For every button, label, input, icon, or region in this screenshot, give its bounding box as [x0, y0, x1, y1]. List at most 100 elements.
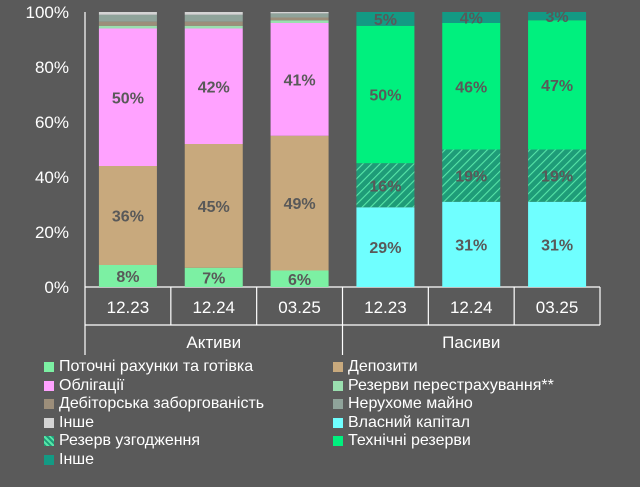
bar-segment: [528, 12, 587, 21]
legend-label: Поточні рахунки та готівка: [59, 358, 254, 375]
data-label: 29%: [369, 240, 401, 257]
data-label: 5%: [374, 12, 397, 29]
legend-label: Депозити: [348, 358, 418, 375]
y-tick-label: 100%: [26, 3, 69, 22]
bar-segment: [184, 21, 243, 26]
bar-segment: [184, 25, 243, 29]
legend-label: Власний капітал: [348, 413, 470, 431]
bar-segment: [98, 25, 157, 29]
legend-label: Інше: [59, 450, 95, 468]
legend-swatch: [333, 362, 343, 372]
bar-segment: [270, 13, 329, 18]
y-tick-label: 80%: [35, 58, 69, 77]
bar-segment: [356, 12, 415, 26]
data-label: 41%: [284, 72, 316, 89]
legend-swatch: [44, 454, 54, 465]
legend-label: Резерв узгодження: [59, 432, 201, 449]
data-label: 31%: [541, 237, 573, 254]
data-label: 6%: [288, 272, 311, 289]
y-tick-label: 20%: [35, 223, 69, 242]
y-tick-label: 0%: [44, 278, 69, 297]
bar-segment: [184, 267, 243, 287]
bar-segment: [442, 149, 501, 202]
x-group-label: Пасиви: [442, 333, 500, 352]
data-label: 16%: [369, 178, 401, 195]
bar-segment: [270, 20, 329, 23]
legend-item: Резерв узгодження: [44, 432, 200, 450]
data-label: 7%: [202, 270, 225, 287]
bar-segment: [184, 14, 243, 22]
data-label: 46%: [455, 79, 487, 96]
y-tick-label: 60%: [35, 113, 69, 132]
legend-item: Нерухоме майно: [333, 395, 473, 413]
data-label: 47%: [541, 78, 573, 95]
bar-segment: [270, 17, 329, 21]
axes: 0% 20% 40% 60% 80% 100% 12.23 12.24 03.25 Активи 1…: [26, 3, 601, 355]
bar-segment: [356, 207, 415, 287]
data-label: 42%: [198, 79, 230, 96]
legend-label: Інше: [59, 413, 95, 431]
bar-segment: [528, 20, 587, 150]
data-label: 36%: [112, 209, 144, 226]
legend-item: Поточні рахунки та готівка: [44, 358, 253, 376]
data-label: 50%: [112, 90, 144, 107]
legend-item: Резерви перестрахування**: [333, 377, 554, 395]
x-category-label: 12.24: [192, 298, 235, 317]
bar-segment: [442, 23, 501, 150]
bar-segment: [98, 265, 157, 287]
legend-label: Нерухоме майно: [348, 395, 473, 412]
x-category-label: 12.23: [107, 298, 150, 317]
x-category-label: 03.25: [536, 298, 579, 317]
bar-segment: [184, 144, 243, 268]
legend-item: Власний капітал: [333, 414, 470, 432]
bar-segment: [356, 25, 415, 164]
bar-segment: [270, 12, 329, 14]
bar-segment: [528, 149, 587, 202]
data-label: 4%: [460, 11, 483, 28]
legend-item: Інше: [44, 414, 94, 432]
legend-swatch: [44, 417, 54, 428]
legend-swatch: [44, 380, 54, 391]
bar-segment: [184, 12, 243, 15]
legend-swatch: [333, 399, 343, 409]
bar-segment: [270, 23, 329, 136]
legend-swatch: [44, 436, 54, 446]
bar-segment: [270, 270, 329, 287]
data-label: 31%: [455, 237, 487, 254]
x-group-label: Активи: [186, 333, 241, 352]
legend-swatch: [44, 362, 54, 372]
data-label: 45%: [198, 199, 230, 216]
bars: [98, 12, 587, 287]
legend-label: Облігації: [59, 376, 125, 394]
bar-segment: [98, 14, 157, 22]
bar-segment: [98, 21, 157, 26]
legend-label: Технічні резерви: [348, 432, 471, 449]
bar-segment: [442, 12, 501, 23]
stacked-bar-chart: 0% 20% 40% 60% 80% 100% 12.23 12.24 03.25 Активи 1…: [26, 3, 601, 355]
x-category-label: 12.23: [364, 298, 407, 317]
x-category-label: 12.24: [450, 298, 493, 317]
legend-swatch: [333, 417, 343, 428]
y-tick-label: 40%: [35, 168, 69, 187]
legend-label: Дебіторська заборгованість: [59, 395, 265, 412]
bar-segment: [356, 163, 415, 208]
data-label: 8%: [116, 269, 139, 286]
legend-item: Облігації: [44, 377, 124, 395]
legend-item: Технічні резерви: [333, 432, 471, 450]
legend-item: Інше: [44, 451, 94, 469]
data-labels: 8% 36% 50% 7% 45% 42% 6% 49% 41% 29% 16% 50% 5% 31% 19…: [112, 9, 573, 289]
legend-item: Депозити: [333, 358, 418, 376]
x-category-label: 03.25: [278, 298, 321, 317]
bar-segment: [442, 201, 501, 287]
data-label: 49%: [284, 196, 316, 213]
legend-item: Дебіторська заборгованість: [44, 395, 264, 413]
bar-segment: [270, 135, 329, 271]
legend-swatch: [333, 436, 343, 446]
bar-segment: [98, 166, 157, 265]
data-label: 19%: [455, 169, 487, 186]
bar-segment: [528, 201, 587, 287]
legend-label: Резерви перестрахування**: [348, 376, 554, 394]
legend: Поточні рахунки та готівка Депозити Обліга…: [0, 356, 640, 486]
data-label: 19%: [541, 169, 573, 186]
bar-segment: [184, 28, 243, 144]
